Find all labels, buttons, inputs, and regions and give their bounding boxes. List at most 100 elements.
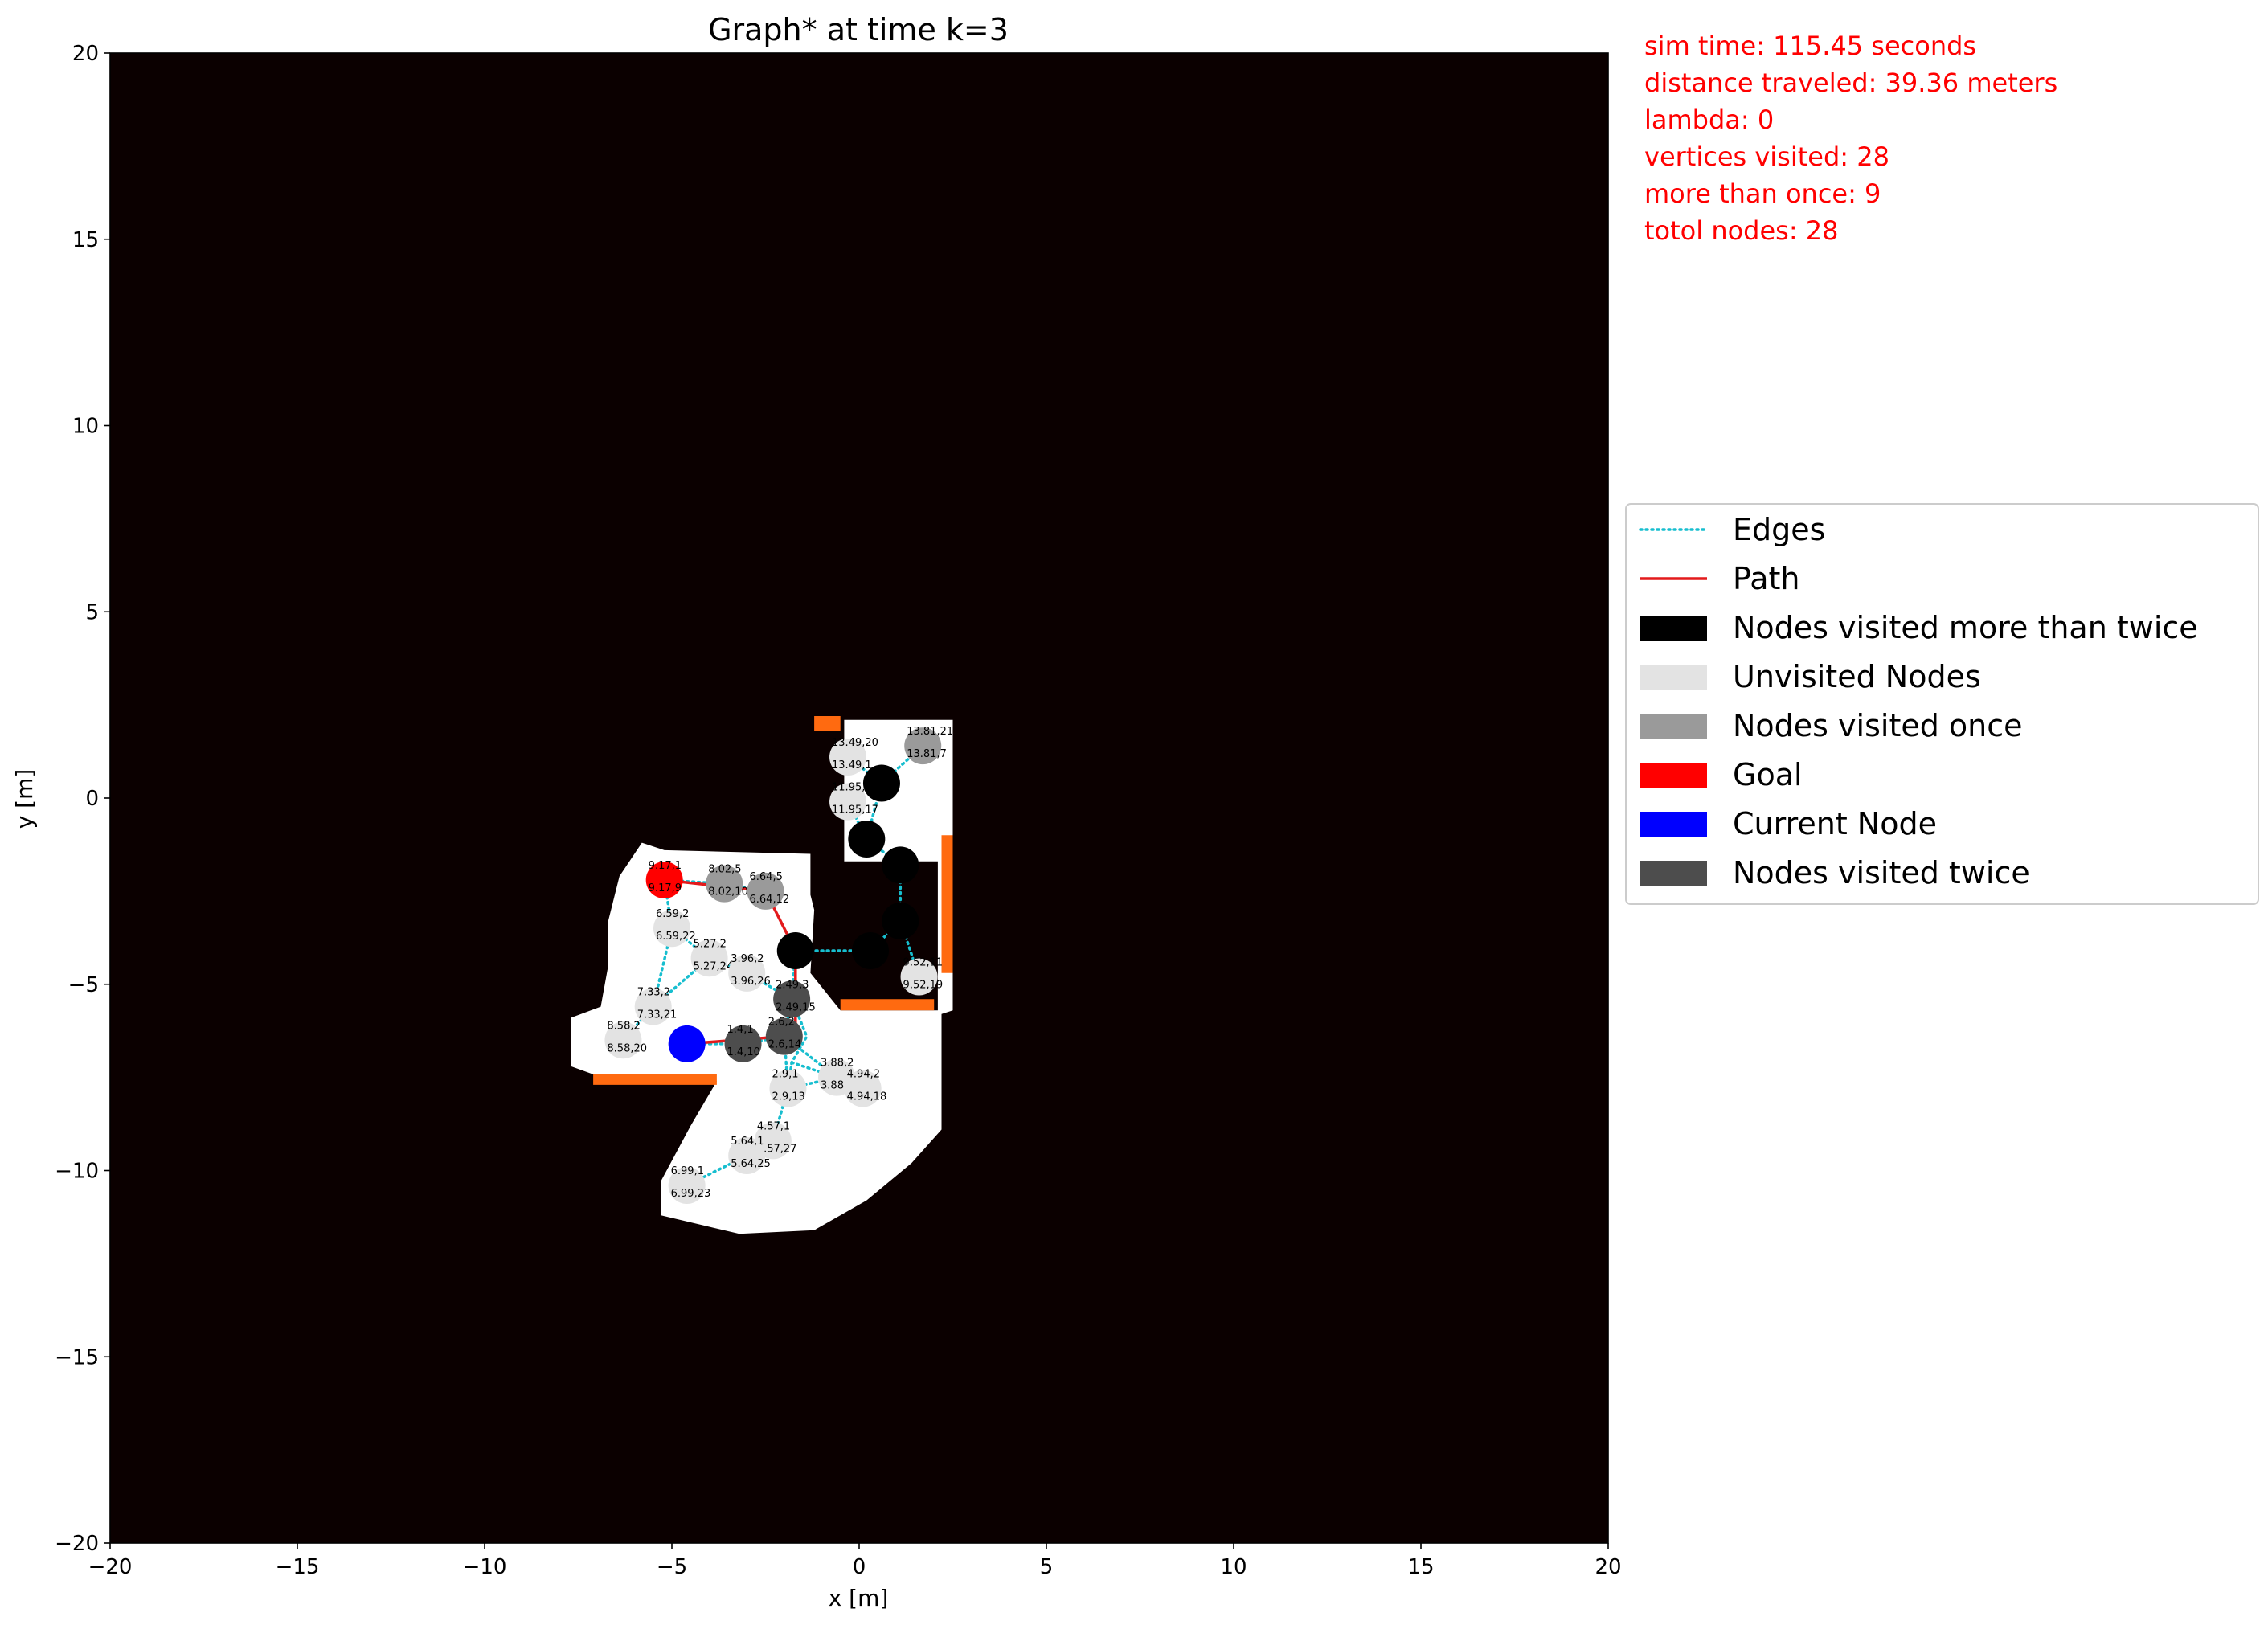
node-label: 2.49,15: [776, 1001, 816, 1013]
chart-title: Graph* at time k=3: [708, 12, 1009, 47]
legend-swatch: [1640, 616, 1707, 641]
node-label: 3.88,2: [821, 1058, 854, 1070]
y-tick-label: 20: [72, 42, 99, 66]
y-tick-label: −5: [68, 973, 99, 997]
x-tick-label: −15: [276, 1555, 320, 1579]
node-label: 6.64,5: [750, 871, 783, 883]
graph-node: [765, 1017, 803, 1055]
node-label: 6.59,22: [656, 931, 696, 943]
node-label: 8.58,20: [607, 1042, 647, 1054]
graph-node: [728, 1136, 766, 1174]
graph-node: [848, 820, 886, 858]
node-label: 9.52,11: [903, 956, 944, 968]
node-label: 4.57,1: [757, 1120, 790, 1132]
legend-label: Nodes visited once: [1733, 708, 2023, 743]
node-label: 8.02,5: [708, 864, 741, 876]
obstacle-segment: [840, 999, 935, 1011]
x-tick-label: −20: [88, 1555, 133, 1579]
graph-node: [645, 861, 683, 898]
node-label: 13.49,20: [832, 737, 878, 749]
graph-edge: [621, 878, 673, 1042]
legend-label: Goal: [1733, 757, 1803, 792]
x-tick-label: 15: [1407, 1555, 1434, 1579]
graph-node: [668, 1025, 706, 1062]
obstacle-segment: [593, 1074, 717, 1085]
legend-label: Nodes visited more than twice: [1733, 610, 2198, 645]
graph-node: [769, 1070, 807, 1107]
obstacle-segment: [941, 835, 953, 973]
node-label: 6.59,2: [656, 908, 689, 920]
node-label: 1.4,1: [727, 1024, 754, 1036]
node-label: 5.64,25: [731, 1158, 771, 1170]
more-than-once-text: more than once: 9: [1644, 178, 1881, 209]
graph-node: [851, 932, 889, 970]
plot-area: 9.17,1 9.17,9 8.02,5 8.02,106.64,5 6.64,12 6.…: [109, 52, 1609, 1544]
legend-label: Edges: [1733, 512, 1825, 547]
legend-label: Path: [1733, 561, 1799, 596]
node-label: 5.64,1: [731, 1136, 764, 1148]
x-tick-label: −10: [463, 1555, 507, 1579]
graph-node: [706, 865, 743, 903]
node-label: 6.99,1: [671, 1165, 704, 1177]
total-nodes-text: totol nodes: 28: [1644, 215, 1839, 246]
node-label: 4.94,2: [847, 1069, 880, 1081]
legend-label: Nodes visited twice: [1733, 855, 2030, 890]
y-tick-label: −20: [55, 1532, 99, 1556]
distance-traveled-text: distance traveled: 39.36 meters: [1644, 68, 2058, 98]
node-label: 3.96,26: [731, 976, 771, 988]
lambda-text: lambda: 0: [1644, 104, 1775, 135]
node-label: 4.57,27: [757, 1143, 797, 1155]
obstacle-segment: [814, 716, 841, 731]
node-label: 2.49,3: [776, 979, 809, 991]
node-label: 1.4,10: [727, 1046, 760, 1058]
graph-node: [829, 783, 867, 821]
graph-node: [724, 1025, 762, 1062]
node-label: 11.95,: [832, 782, 865, 794]
graph-node: [728, 954, 766, 992]
node-label: 9.17,9: [649, 882, 682, 894]
node-label: 6.64,12: [750, 894, 790, 906]
node-label: 7.33,2: [637, 987, 670, 999]
sim-info-panel: sim time: 115.45 seconds distance travel…: [1644, 27, 2057, 249]
graph-node: [882, 846, 919, 884]
legend-box: [1625, 503, 2259, 905]
legend-swatch: [1640, 763, 1707, 788]
node-label: 2.9,1: [772, 1069, 798, 1081]
graph-node: [904, 727, 942, 765]
x-tick-label: 5: [1040, 1555, 1054, 1579]
graph-node: [747, 872, 784, 910]
graph-node: [668, 1167, 706, 1205]
graph-node: [690, 939, 728, 977]
legend: Edges Path Nodes visited more than twice Un…: [1625, 503, 2259, 905]
node-label: 9.17,1: [649, 860, 682, 872]
y-tick-label: 10: [72, 415, 99, 439]
legend-swatch: [1640, 861, 1707, 886]
y-tick-label: 0: [85, 787, 99, 811]
x-tick-label: 0: [853, 1555, 866, 1579]
x-axis-label: x [m]: [829, 1585, 889, 1611]
node-label: 13.49,1: [832, 759, 872, 772]
node-label: 2.9,13: [772, 1091, 804, 1103]
graph-node: [653, 910, 690, 948]
node-label: 9.52,19: [903, 979, 944, 991]
vertices-visited-text: vertices visited: 28: [1644, 141, 1889, 172]
y-axis-label: y [m]: [11, 769, 38, 829]
graph-edge: [899, 919, 921, 979]
y-tick-label: −10: [55, 1160, 99, 1184]
x-tick-label: 20: [1595, 1555, 1621, 1579]
y-tick-label: 15: [72, 228, 99, 252]
x-tick-label: −5: [657, 1555, 687, 1579]
legend-swatch: [1640, 812, 1707, 837]
graph-node: [773, 980, 811, 1018]
legend-label: Unvisited Nodes: [1733, 659, 1981, 694]
node-label: 8.02,10: [708, 886, 748, 898]
axis-ticks: −20 −15 −10 −5 0 5 10 15 20 −20 −15 −10 −5 0 5 10 15 20: [55, 42, 1621, 1579]
node-label: 6.99,23: [671, 1188, 711, 1200]
graph-node: [844, 1070, 882, 1107]
y-tick-label: 5: [85, 600, 99, 624]
graph-node: [776, 932, 814, 970]
graph-node: [604, 1021, 642, 1059]
x-tick-label: 10: [1220, 1555, 1247, 1579]
legend-swatch: [1640, 665, 1707, 690]
